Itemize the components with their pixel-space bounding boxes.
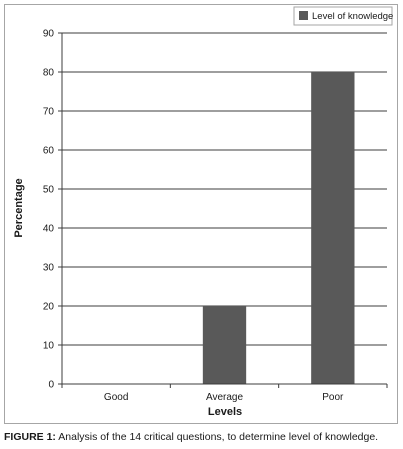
caption-text: Analysis of the 14 critical questions, t…	[55, 431, 379, 443]
y-tick-label: 80	[43, 68, 55, 79]
y-axis-title: Percentage	[13, 178, 25, 237]
legend-label: Level of knowledge	[312, 11, 393, 22]
x-tick-label: Poor	[322, 392, 344, 403]
y-tick-label: 40	[43, 224, 55, 235]
bar-chart: 0 10 20 30 40 50 60 70 80 90 Good Average Poor Perc…	[13, 6, 393, 418]
bar-average	[202, 306, 247, 384]
x-tick-labels: Good Average Poor	[104, 392, 344, 403]
caption-label: FIGURE 1:	[4, 431, 56, 443]
x-tick-label: Average	[206, 392, 244, 403]
x-axis-title: Levels	[208, 406, 242, 418]
y-tick-labels: 0 10 20 30 40 50 60 70 80 90	[43, 29, 55, 391]
legend-box	[293, 6, 393, 26]
y-tick-label: 10	[43, 341, 55, 352]
x-tick-label: Good	[104, 392, 128, 403]
y-tick-label: 70	[43, 107, 55, 118]
figure-caption: FIGURE 1: Analysis of the 14 critical qu…	[4, 431, 403, 444]
axes	[61, 33, 388, 388]
y-tick-label: 0	[48, 380, 54, 391]
bars	[202, 72, 355, 384]
y-tick-label: 50	[43, 185, 55, 196]
bar-poor	[311, 72, 355, 384]
y-tick-label: 20	[43, 302, 55, 313]
legend: Level of knowledge	[293, 6, 393, 26]
legend-swatch	[299, 11, 308, 20]
y-tick-label: 90	[43, 29, 55, 40]
y-tick-label: 60	[43, 146, 55, 157]
y-tick-label: 30	[43, 263, 55, 274]
